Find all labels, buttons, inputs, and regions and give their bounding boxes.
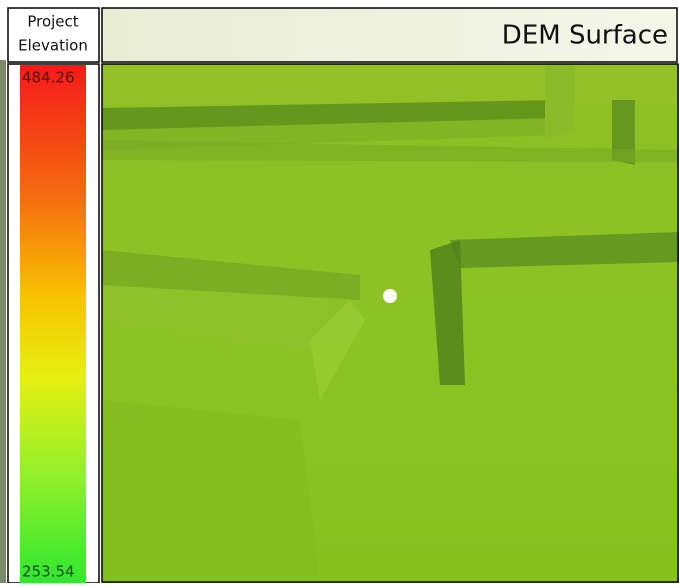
legend-title: Elevation [18, 37, 88, 55]
terrain-slope [545, 64, 575, 140]
location-marker[interactable] [383, 289, 397, 303]
color-ramp [20, 65, 86, 583]
terrain-band [102, 64, 679, 104]
legend-max: 484.26 [22, 69, 75, 87]
map-title: DEM Surface [502, 21, 668, 51]
map-view [102, 64, 679, 583]
terrain-ridge [430, 240, 465, 385]
map-header [101, 7, 678, 63]
left-edge [0, 60, 6, 583]
terrain-slope [102, 400, 320, 583]
terrain-ridge [612, 100, 635, 165]
legend-min: 253.54 [22, 563, 75, 581]
terrain-slope [102, 285, 330, 350]
terrain-slope [102, 140, 679, 162]
legend-header [7, 7, 100, 63]
terrain-ridge [450, 232, 679, 268]
legend-title: Project [27, 13, 78, 31]
terrain-slope [310, 300, 365, 400]
terrain-ridge [102, 100, 560, 130]
map-frame [101, 63, 679, 583]
terrain-slope [102, 250, 360, 300]
